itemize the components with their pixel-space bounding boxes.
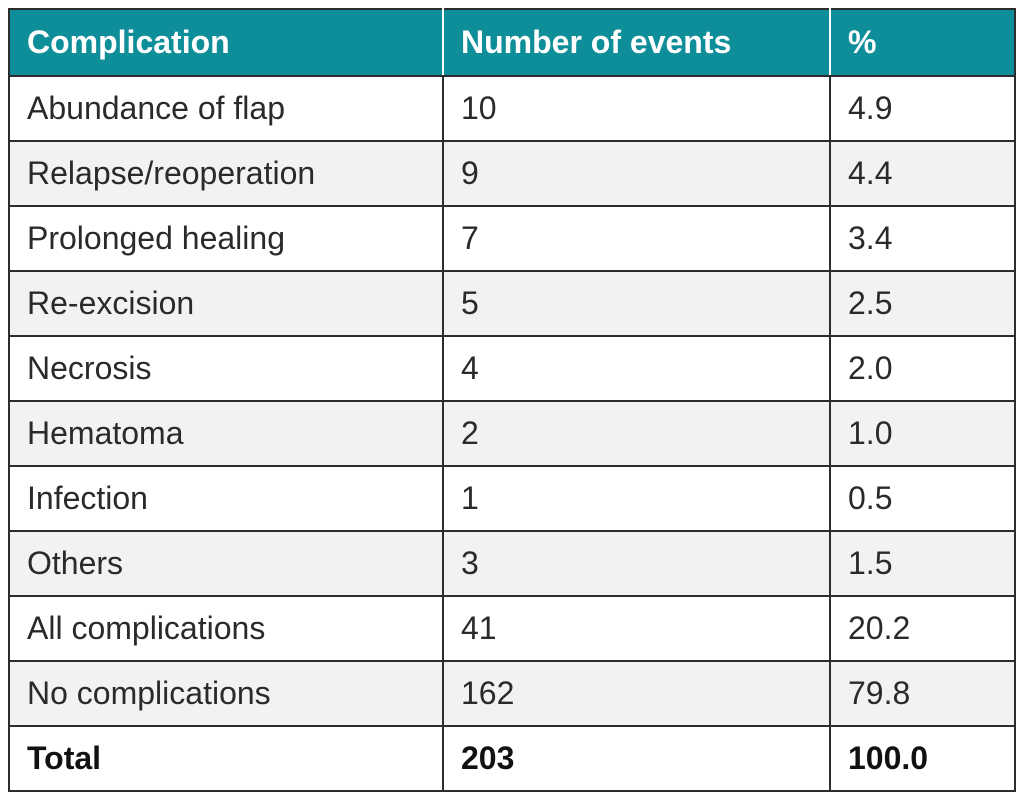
header-complication: Complication: [8, 8, 444, 77]
cell-complication: Re-excision: [8, 270, 444, 337]
cell-percent: 1.0: [829, 400, 1016, 467]
cell-percent: 4.4: [829, 140, 1016, 207]
cell-total-percent: 100.0: [829, 725, 1016, 792]
cell-complication: Infection: [8, 465, 444, 532]
cell-number-of-events: 162: [442, 660, 831, 727]
cell-percent: 2.5: [829, 270, 1016, 337]
header-percent: %: [829, 8, 1016, 77]
table-row: Infection 1 0.5: [8, 465, 1016, 532]
cell-percent: 3.4: [829, 205, 1016, 272]
cell-number-of-events: 9: [442, 140, 831, 207]
cell-percent: 0.5: [829, 465, 1016, 532]
cell-number-of-events: 2: [442, 400, 831, 467]
total-row: Total 203 100.0: [8, 725, 1016, 792]
table-row: Necrosis 4 2.0: [8, 335, 1016, 402]
complications-table: Complication Number of events % Abundanc…: [8, 8, 1016, 792]
cell-percent: 79.8: [829, 660, 1016, 727]
table-row: Hematoma 2 1.0: [8, 400, 1016, 467]
table-row: Relapse/reoperation 9 4.4: [8, 140, 1016, 207]
cell-complication: Hematoma: [8, 400, 444, 467]
cell-complication: Abundance of flap: [8, 75, 444, 142]
cell-number-of-events: 4: [442, 335, 831, 402]
cell-complication: Relapse/reoperation: [8, 140, 444, 207]
header-row: Complication Number of events %: [8, 8, 1016, 77]
cell-total-number-of-events: 203: [442, 725, 831, 792]
cell-percent: 1.5: [829, 530, 1016, 597]
cell-complication: All complications: [8, 595, 444, 662]
table-row: No complications 162 79.8: [8, 660, 1016, 727]
cell-number-of-events: 7: [442, 205, 831, 272]
table-row: Re-excision 5 2.5: [8, 270, 1016, 337]
cell-number-of-events: 5: [442, 270, 831, 337]
table-header: Complication Number of events %: [8, 8, 1016, 77]
cell-complication: No complications: [8, 660, 444, 727]
table-row: Prolonged healing 7 3.4: [8, 205, 1016, 272]
header-number-of-events: Number of events: [442, 8, 831, 77]
cell-percent: 2.0: [829, 335, 1016, 402]
table-row: Others 3 1.5: [8, 530, 1016, 597]
table-row: Abundance of flap 10 4.9: [8, 75, 1016, 142]
table-row: All complications 41 20.2: [8, 595, 1016, 662]
cell-number-of-events: 3: [442, 530, 831, 597]
cell-complication: Others: [8, 530, 444, 597]
cell-percent: 20.2: [829, 595, 1016, 662]
cell-percent: 4.9: [829, 75, 1016, 142]
cell-total-label: Total: [8, 725, 444, 792]
cell-number-of-events: 41: [442, 595, 831, 662]
cell-number-of-events: 1: [442, 465, 831, 532]
cell-complication: Necrosis: [8, 335, 444, 402]
cell-number-of-events: 10: [442, 75, 831, 142]
cell-complication: Prolonged healing: [8, 205, 444, 272]
table-body: Abundance of flap 10 4.9 Relapse/reopera…: [8, 75, 1016, 792]
